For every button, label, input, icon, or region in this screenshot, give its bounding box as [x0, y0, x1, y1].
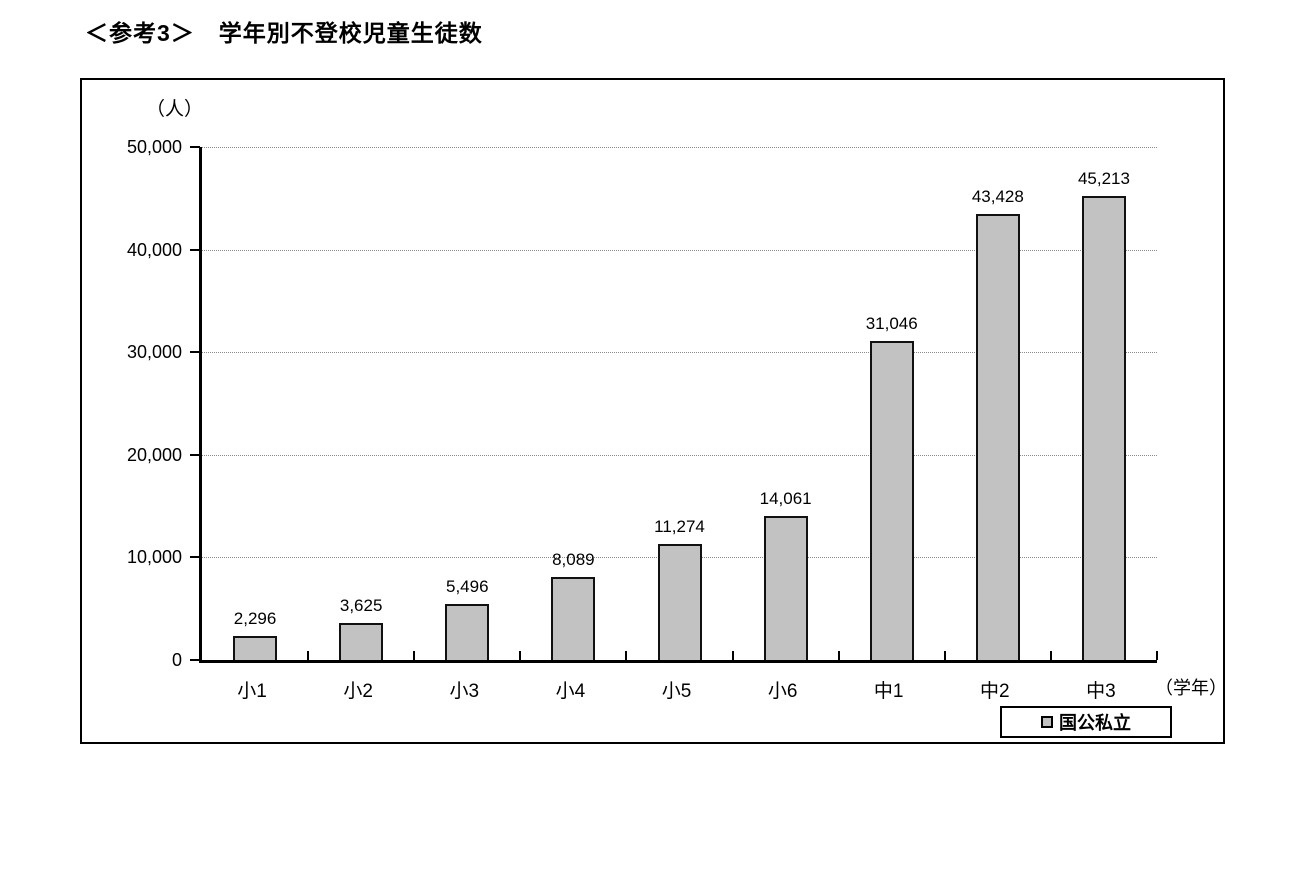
y-axis-tick — [190, 659, 200, 661]
gridline — [202, 352, 1157, 354]
x-axis-tick — [1049, 651, 1052, 660]
x-axis-category-label: 中3 — [1086, 681, 1116, 702]
x-axis-category-label: 小6 — [767, 681, 798, 702]
bar-value-label: 11,274 — [654, 517, 705, 536]
bar — [869, 341, 914, 660]
x-axis-tick — [837, 651, 840, 660]
y-axis-tick-label: 20,000 — [126, 444, 182, 465]
bar — [763, 516, 808, 660]
y-axis-tick — [190, 248, 200, 251]
bar — [445, 604, 490, 660]
y-axis-tick-label: 10,000 — [126, 547, 182, 568]
bar-value-label: 8,089 — [552, 550, 595, 569]
bar-value-label: 5,496 — [445, 577, 489, 596]
y-axis-tick-label: 0 — [171, 650, 182, 670]
x-axis-tick — [519, 651, 522, 660]
x-axis-category-label: 中1 — [873, 681, 904, 702]
bar — [551, 577, 596, 660]
bar-value-label: 14,061 — [759, 489, 812, 508]
x-axis-category-label: 小3 — [449, 681, 480, 702]
x-axis-category-label: 小5 — [661, 681, 692, 702]
x-axis-category-label: 小1 — [237, 681, 267, 702]
bar-value-label: 3,625 — [339, 596, 383, 615]
y-axis-tick — [190, 453, 200, 456]
x-axis-category-label: 小4 — [555, 681, 586, 702]
y-axis-unit-label: （人） — [146, 99, 204, 120]
x-axis-category-label: 小2 — [343, 681, 373, 702]
gridline — [202, 147, 1157, 148]
bar-value-label: 43,428 — [971, 187, 1024, 206]
bar — [1081, 196, 1126, 660]
bar — [657, 544, 702, 660]
legend: 国公私立 — [1000, 706, 1172, 738]
bar-value-label: 2,296 — [233, 609, 277, 628]
y-axis-tick — [190, 351, 200, 354]
y-axis-tick — [190, 556, 200, 559]
x-axis-tick — [413, 651, 416, 660]
x-axis-tick — [943, 651, 946, 660]
page-title: ＜参考3＞ 学年別不登校児童生徒数 — [85, 20, 483, 46]
gridline — [202, 454, 1157, 456]
bar-value-label: 45,213 — [1077, 169, 1130, 188]
x-axis-unit-label: （学年） — [1155, 678, 1227, 698]
x-axis-category-label: 中2 — [980, 681, 1010, 702]
x-axis-tick — [307, 651, 310, 660]
bar-value-label: 31,046 — [865, 314, 918, 333]
chart-frame: （人） 50,000 40,000 30,000 20,000 10,000 0 2,29… — [80, 78, 1227, 744]
bar — [339, 623, 384, 660]
x-axis-tick — [1156, 651, 1158, 660]
x-axis-tick — [625, 651, 628, 660]
x-axis-tick — [731, 651, 734, 660]
bar — [975, 214, 1020, 660]
bar — [233, 636, 278, 660]
y-axis-tick-label: 40,000 — [126, 239, 182, 260]
legend-marker-square — [1041, 716, 1053, 728]
y-axis-tick — [190, 146, 200, 148]
y-axis-tick-label: 30,000 — [126, 342, 182, 363]
gridline — [202, 249, 1157, 251]
plot-area: 2,296 3,625 5,496 8,089 11,274 14,061 31,046 43… — [190, 146, 1158, 663]
y-axis-tick-label: 50,000 — [126, 137, 182, 157]
x-axis-category-labels: 小1 小2 小3 小4 小5 小6 中1 中2 中3 — [199, 676, 1154, 704]
legend-label: 国公私立 — [1059, 713, 1131, 733]
